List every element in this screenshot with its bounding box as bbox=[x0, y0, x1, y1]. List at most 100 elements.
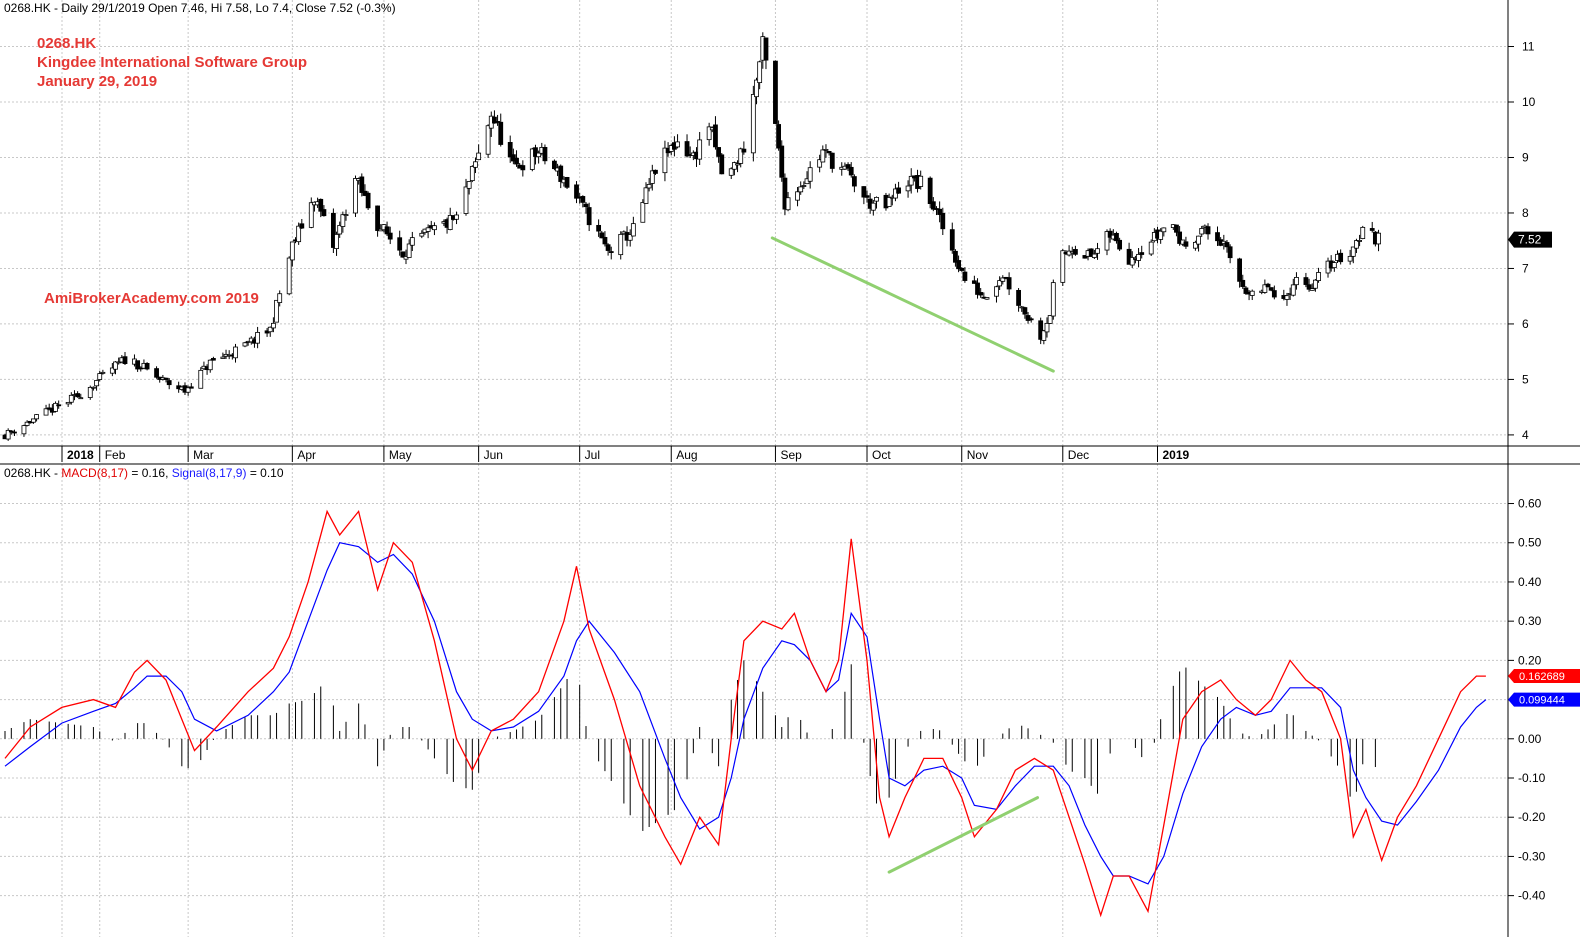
candle-body bbox=[1262, 284, 1268, 293]
candle-body bbox=[473, 161, 478, 168]
candle-body bbox=[706, 126, 712, 141]
candlesticks bbox=[2, 32, 1381, 441]
candle-body bbox=[949, 229, 955, 251]
candle-body bbox=[1354, 240, 1359, 249]
candle-body bbox=[870, 202, 876, 211]
candle-body bbox=[1331, 262, 1337, 269]
candle-body bbox=[97, 373, 103, 380]
candle-body bbox=[1136, 253, 1141, 261]
candle-body bbox=[1006, 277, 1012, 290]
candle-body bbox=[886, 197, 892, 207]
candle-body bbox=[763, 37, 769, 61]
candle-body bbox=[21, 425, 27, 435]
candle-body bbox=[476, 152, 482, 161]
candle-body bbox=[580, 196, 586, 203]
macd-trendline bbox=[887, 796, 1040, 874]
candle-body bbox=[31, 418, 36, 423]
candle-body bbox=[207, 359, 213, 371]
candle-body bbox=[713, 124, 718, 148]
candle-body bbox=[24, 421, 30, 426]
candle-body bbox=[1205, 226, 1211, 235]
candle-body bbox=[384, 226, 390, 235]
macd-tick-label: -0.10 bbox=[1518, 771, 1546, 785]
candle-body bbox=[1193, 241, 1198, 249]
candle-body bbox=[627, 234, 633, 241]
candle-body bbox=[1114, 232, 1119, 242]
candle-body bbox=[731, 162, 737, 170]
candle-body bbox=[340, 214, 346, 227]
x-tick-label: 2019 bbox=[1163, 448, 1190, 462]
candle-body bbox=[334, 234, 339, 249]
candle-body bbox=[1224, 242, 1230, 248]
candle-body bbox=[337, 225, 343, 235]
candle-body bbox=[1294, 277, 1299, 286]
candle-body bbox=[1369, 228, 1375, 231]
candle-body bbox=[785, 197, 791, 211]
candle-body bbox=[135, 360, 141, 370]
candle-body bbox=[296, 225, 302, 243]
candle-body bbox=[1129, 257, 1135, 266]
candle-body bbox=[1249, 290, 1255, 296]
macd-header-prefix: 0268.HK - bbox=[4, 466, 62, 480]
company-annotation: Kingdee International Software Group bbox=[37, 54, 308, 71]
candle-body bbox=[829, 152, 835, 169]
candle-body bbox=[956, 260, 961, 270]
price-tick-label: 7 bbox=[1522, 261, 1529, 275]
candle-body bbox=[861, 186, 867, 198]
macd-value-label: 0.162689 bbox=[1519, 671, 1565, 683]
candle-body bbox=[817, 159, 823, 168]
candle-body bbox=[750, 94, 756, 154]
x-tick-label: Sep bbox=[780, 448, 802, 462]
candle-body bbox=[971, 280, 977, 284]
macd-tick-label: 0.00 bbox=[1518, 732, 1542, 746]
candle-body bbox=[583, 203, 589, 208]
candle-body bbox=[662, 147, 668, 174]
x-tick-label: Mar bbox=[193, 448, 214, 462]
candle-body bbox=[277, 293, 283, 303]
candle-body bbox=[53, 402, 58, 412]
candle-body bbox=[242, 342, 248, 347]
candle-body bbox=[1237, 258, 1243, 282]
candle-body bbox=[605, 244, 611, 251]
candle-body bbox=[8, 430, 14, 433]
candle-body bbox=[286, 257, 292, 295]
candle-body bbox=[65, 401, 71, 405]
candle-body bbox=[75, 393, 81, 398]
candle-body bbox=[630, 223, 636, 237]
candle-body bbox=[586, 207, 592, 226]
candle-body bbox=[233, 346, 238, 359]
candle-body bbox=[520, 165, 526, 171]
candle-body bbox=[1174, 224, 1179, 233]
x-tick-label: Jun bbox=[484, 448, 503, 462]
candle-body bbox=[1126, 248, 1132, 265]
candle-body bbox=[574, 184, 579, 199]
candle-body bbox=[463, 186, 469, 214]
candle-body bbox=[1357, 240, 1362, 242]
candle-body bbox=[1312, 279, 1318, 289]
price-trendline bbox=[770, 236, 1055, 373]
candle-body bbox=[210, 358, 216, 361]
candle-body bbox=[1177, 231, 1183, 244]
candle-body bbox=[1073, 249, 1078, 255]
candle-body bbox=[1041, 330, 1047, 341]
candle-body bbox=[820, 149, 826, 163]
candle-body bbox=[116, 361, 122, 364]
candle-body bbox=[144, 362, 150, 370]
candle-body bbox=[1271, 290, 1277, 298]
candle-body bbox=[564, 176, 570, 188]
candle-body bbox=[185, 387, 191, 393]
candle-body bbox=[330, 212, 336, 248]
candle-body bbox=[1088, 248, 1094, 257]
macd-lines bbox=[4, 509, 1487, 918]
candle-body bbox=[994, 286, 999, 297]
candle-body bbox=[643, 187, 649, 204]
candle-body bbox=[536, 152, 542, 158]
macd-tick-label: 0.30 bbox=[1518, 614, 1542, 628]
candle-body bbox=[1044, 322, 1050, 333]
candle-body bbox=[801, 185, 807, 187]
candle-body bbox=[1016, 289, 1021, 306]
price-header: 0268.HK - Daily 29/1/2019 Open 7.46, Hi … bbox=[4, 1, 396, 15]
candle-body bbox=[757, 61, 763, 83]
